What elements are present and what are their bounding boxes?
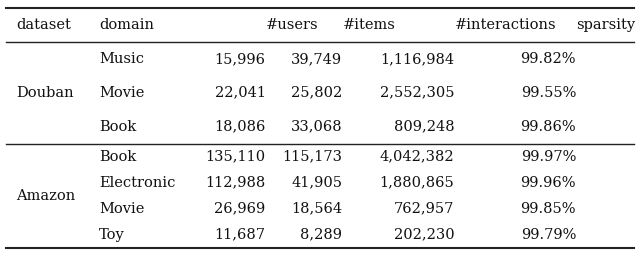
Text: 4,042,382: 4,042,382 (380, 150, 454, 164)
Text: 99.86%: 99.86% (520, 120, 576, 134)
Text: 762,957: 762,957 (394, 202, 454, 216)
Text: Electronic: Electronic (99, 176, 175, 189)
Text: #interactions: #interactions (454, 18, 556, 32)
Text: 809,248: 809,248 (394, 120, 454, 134)
Text: #items: #items (342, 18, 396, 32)
Text: 99.82%: 99.82% (520, 52, 576, 66)
Text: 41,905: 41,905 (291, 176, 342, 189)
Text: 99.55%: 99.55% (520, 86, 576, 100)
Text: 8,289: 8,289 (300, 228, 342, 242)
Text: 99.79%: 99.79% (520, 228, 576, 242)
Text: Toy: Toy (99, 228, 125, 242)
Text: Book: Book (99, 150, 136, 164)
Text: 26,969: 26,969 (214, 202, 266, 216)
Text: 135,110: 135,110 (205, 150, 266, 164)
Text: 2,552,305: 2,552,305 (380, 86, 454, 100)
Text: 33,068: 33,068 (291, 120, 342, 134)
Text: #users: #users (266, 18, 318, 32)
Text: Douban: Douban (16, 86, 74, 100)
Text: 18,564: 18,564 (291, 202, 342, 216)
Text: Amazon: Amazon (16, 188, 76, 203)
Text: Music: Music (99, 52, 144, 66)
Text: 11,687: 11,687 (214, 228, 266, 242)
Text: domain: domain (99, 18, 154, 32)
Text: 115,173: 115,173 (282, 150, 342, 164)
Text: 1,116,984: 1,116,984 (380, 52, 454, 66)
Text: Movie: Movie (99, 202, 145, 216)
Text: Book: Book (99, 120, 136, 134)
Text: dataset: dataset (16, 18, 71, 32)
Text: 25,802: 25,802 (291, 86, 342, 100)
Text: 112,988: 112,988 (205, 176, 266, 189)
Text: 99.97%: 99.97% (520, 150, 576, 164)
Text: 202,230: 202,230 (394, 228, 454, 242)
Text: 39,749: 39,749 (291, 52, 342, 66)
Text: 1,880,865: 1,880,865 (380, 176, 454, 189)
Text: sparsity: sparsity (576, 18, 635, 32)
Text: Movie: Movie (99, 86, 145, 100)
Text: 99.85%: 99.85% (520, 202, 576, 216)
Text: 18,086: 18,086 (214, 120, 266, 134)
Text: 22,041: 22,041 (214, 86, 266, 100)
Text: 99.96%: 99.96% (520, 176, 576, 189)
Text: 15,996: 15,996 (214, 52, 266, 66)
